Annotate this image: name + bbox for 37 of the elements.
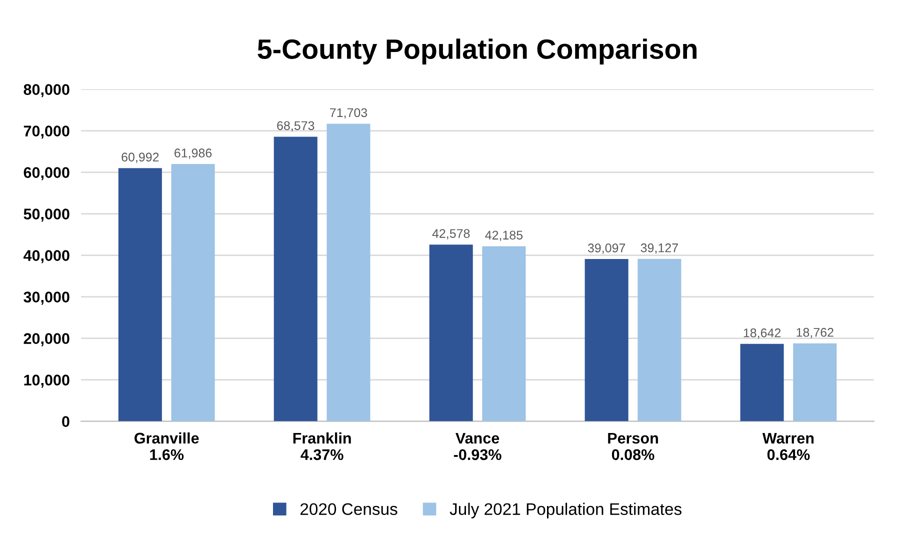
y-tick-label: 50,000 [24,208,70,222]
data-label: 42,185 [485,230,523,242]
y-tick-label: 40,000 [23,250,70,264]
data-label: 61,986 [174,148,212,159]
bar [793,343,837,422]
bar [584,259,628,422]
y-tick-label: 30,000 [24,292,70,305]
chart-title: 5-County Population Comparison [258,38,696,64]
bar [326,124,370,422]
y-tick-label: 10,000 [24,374,70,388]
data-label: 68,573 [277,121,314,132]
data-label: 39,127 [640,243,678,254]
y-tick-label: 20,000 [24,333,70,346]
legend-label: 2020 Census [300,503,398,516]
bar [171,164,215,422]
bar [740,344,784,422]
data-label: 71,703 [330,108,368,119]
y-tick-label: 0 [62,416,70,427]
x-tick-label: Granville 1.6% [134,432,199,460]
y-tick-label: 60,000 [24,167,70,180]
bar [118,168,162,422]
legend-label: July 2021 Population Estimates [450,502,682,518]
x-tick-label: Warren 0.64% [762,432,814,460]
x-tick-label: Franklin 4.37% [293,432,351,460]
x-tick-label: Person 0.08% [608,432,658,460]
data-label: 60,992 [122,152,159,164]
bar [638,258,682,422]
data-label: 18,762 [796,328,834,338]
y-tick-label: 70,000 [24,126,70,139]
data-label: 42,578 [432,229,470,240]
bar [274,136,318,422]
data-label: 39,097 [588,244,626,254]
bar [429,244,473,422]
data-label: 18,642 [744,328,781,339]
bar [482,246,526,422]
x-tick-label: Vance -0.93% [454,432,502,460]
y-tick-label: 80,000 [24,84,70,98]
